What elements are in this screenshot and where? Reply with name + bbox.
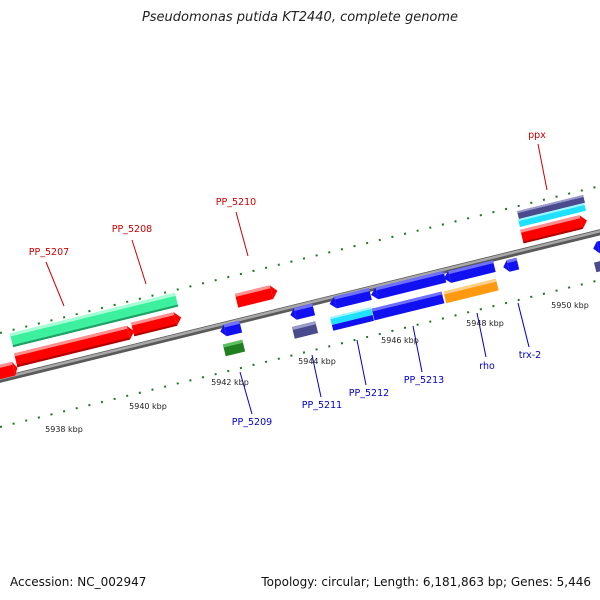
scale-label: 5948 kbp bbox=[466, 319, 504, 328]
connector-trx2 bbox=[517, 302, 530, 348]
gene-label-pp5208: PP_5208 bbox=[112, 224, 152, 235]
genome-backbone bbox=[0, 229, 600, 383]
gene-block-green[interactable] bbox=[9, 292, 179, 348]
gene-arrow-pp5213-blue[interactable] bbox=[370, 270, 447, 301]
topology-text: Topology: circular; Length: 6,181,863 bp… bbox=[261, 575, 591, 589]
gene-label-rho: rho bbox=[479, 361, 495, 372]
connector-pp5213 bbox=[412, 325, 423, 373]
gene-label-trx2: trx-2 bbox=[519, 350, 541, 361]
gene-block-rho-orange[interactable] bbox=[443, 278, 499, 304]
gene-block-ppx-cyan[interactable] bbox=[518, 203, 586, 227]
gene-label-pp5207: PP_5207 bbox=[29, 247, 69, 258]
gene-label-pp5209: PP_5209 bbox=[232, 417, 272, 428]
gene-block-pp5211-slate[interactable] bbox=[291, 321, 319, 339]
gene-arrow-pp5212-blue[interactable] bbox=[328, 288, 372, 310]
connector-ppx bbox=[537, 143, 548, 191]
gene-arrow-pp5207[interactable] bbox=[14, 324, 136, 368]
gene-block-pp5213-blue[interactable] bbox=[371, 291, 445, 321]
gene-arrow-trx2-blue[interactable] bbox=[502, 257, 520, 273]
accession-text: Accession: NC_002947 bbox=[10, 575, 147, 589]
gene-label-pp5212: PP_5212 bbox=[349, 388, 389, 399]
gene-block-pp5212-cyan[interactable] bbox=[329, 307, 375, 331]
gene-arrow-right-blue[interactable] bbox=[592, 239, 600, 254]
connector-pp5207 bbox=[45, 261, 65, 307]
gene-features bbox=[0, 195, 600, 384]
scale-label: 5944 kbp bbox=[298, 357, 336, 366]
scale-label: 5950 kbp bbox=[551, 301, 589, 310]
gene-label-ppx: ppx bbox=[528, 130, 546, 141]
scale-label: 5938 kbp bbox=[45, 425, 83, 434]
gene-block-ppx-slate[interactable] bbox=[517, 195, 585, 219]
scale-label: 5946 kbp bbox=[381, 336, 419, 345]
gene-label-pp5211: PP_5211 bbox=[302, 400, 342, 411]
gene-arrow-rho-blue[interactable] bbox=[442, 260, 496, 284]
gene-block-pp5209-green[interactable] bbox=[222, 339, 246, 357]
gene-arrow-pp5208[interactable] bbox=[130, 311, 183, 337]
gene-label-pp5213: PP_5213 bbox=[404, 375, 444, 386]
connector-rho bbox=[476, 312, 487, 358]
map-title: Pseudomonas putida KT2440, complete geno… bbox=[141, 10, 459, 25]
scale-label: 5942 kbp bbox=[211, 378, 249, 387]
connector-pp5212 bbox=[356, 339, 367, 386]
gene-arrow-pp5209-blue[interactable] bbox=[219, 320, 243, 338]
connector-pp5209 bbox=[239, 371, 253, 415]
gene-arrow-ppx-red[interactable] bbox=[520, 214, 588, 244]
connector-pp5208 bbox=[131, 239, 147, 285]
gene-arrow-red[interactable] bbox=[0, 361, 19, 384]
gene-arrow-pp5211-blue[interactable] bbox=[289, 303, 316, 321]
reverse-tick-row bbox=[0, 279, 600, 428]
connector-pp5211 bbox=[311, 354, 322, 398]
gene-block-right-slate[interactable] bbox=[593, 260, 600, 273]
gene-label-pp5210: PP_5210 bbox=[216, 197, 256, 208]
label-connectors bbox=[45, 143, 548, 415]
connector-pp5210 bbox=[235, 211, 249, 257]
scale-label: 5940 kbp bbox=[129, 402, 167, 411]
gene-arrow-pp5210[interactable] bbox=[234, 284, 279, 308]
